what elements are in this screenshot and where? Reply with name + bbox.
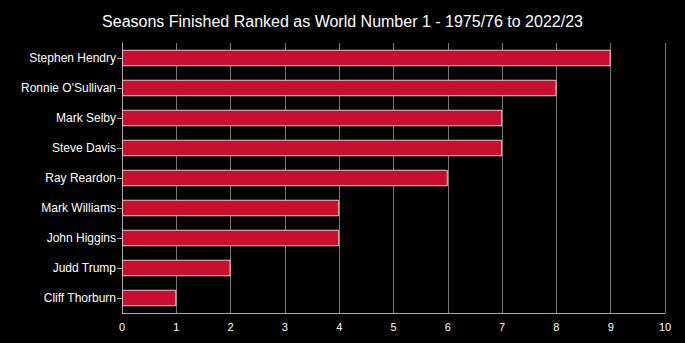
svg-text:Ronnie O'Sullivan: Ronnie O'Sullivan: [21, 81, 116, 95]
svg-text:Mark Selby: Mark Selby: [56, 111, 116, 125]
svg-text:2: 2: [228, 321, 234, 333]
svg-text:Mark Williams: Mark Williams: [41, 201, 116, 215]
svg-text:10: 10: [659, 321, 671, 333]
svg-text:1: 1: [173, 321, 179, 333]
svg-text:John Higgins: John Higgins: [47, 231, 116, 245]
svg-text:Cliff Thorburn: Cliff Thorburn: [44, 291, 116, 305]
svg-text:7: 7: [499, 321, 505, 333]
svg-text:Steve Davis: Steve Davis: [52, 141, 116, 155]
svg-text:8: 8: [553, 321, 559, 333]
svg-text:4: 4: [336, 321, 342, 333]
svg-text:3: 3: [282, 321, 288, 333]
svg-text:Ray Reardon: Ray Reardon: [45, 171, 116, 185]
svg-text:5: 5: [390, 321, 396, 333]
svg-text:0: 0: [119, 321, 125, 333]
svg-text:9: 9: [608, 321, 614, 333]
svg-text:Judd Trump: Judd Trump: [53, 261, 117, 275]
svg-text:Stephen Hendry: Stephen Hendry: [29, 51, 116, 65]
svg-text:6: 6: [445, 321, 451, 333]
svg-text:Seasons Finished Ranked as Wor: Seasons Finished Ranked as World Number …: [102, 13, 583, 30]
